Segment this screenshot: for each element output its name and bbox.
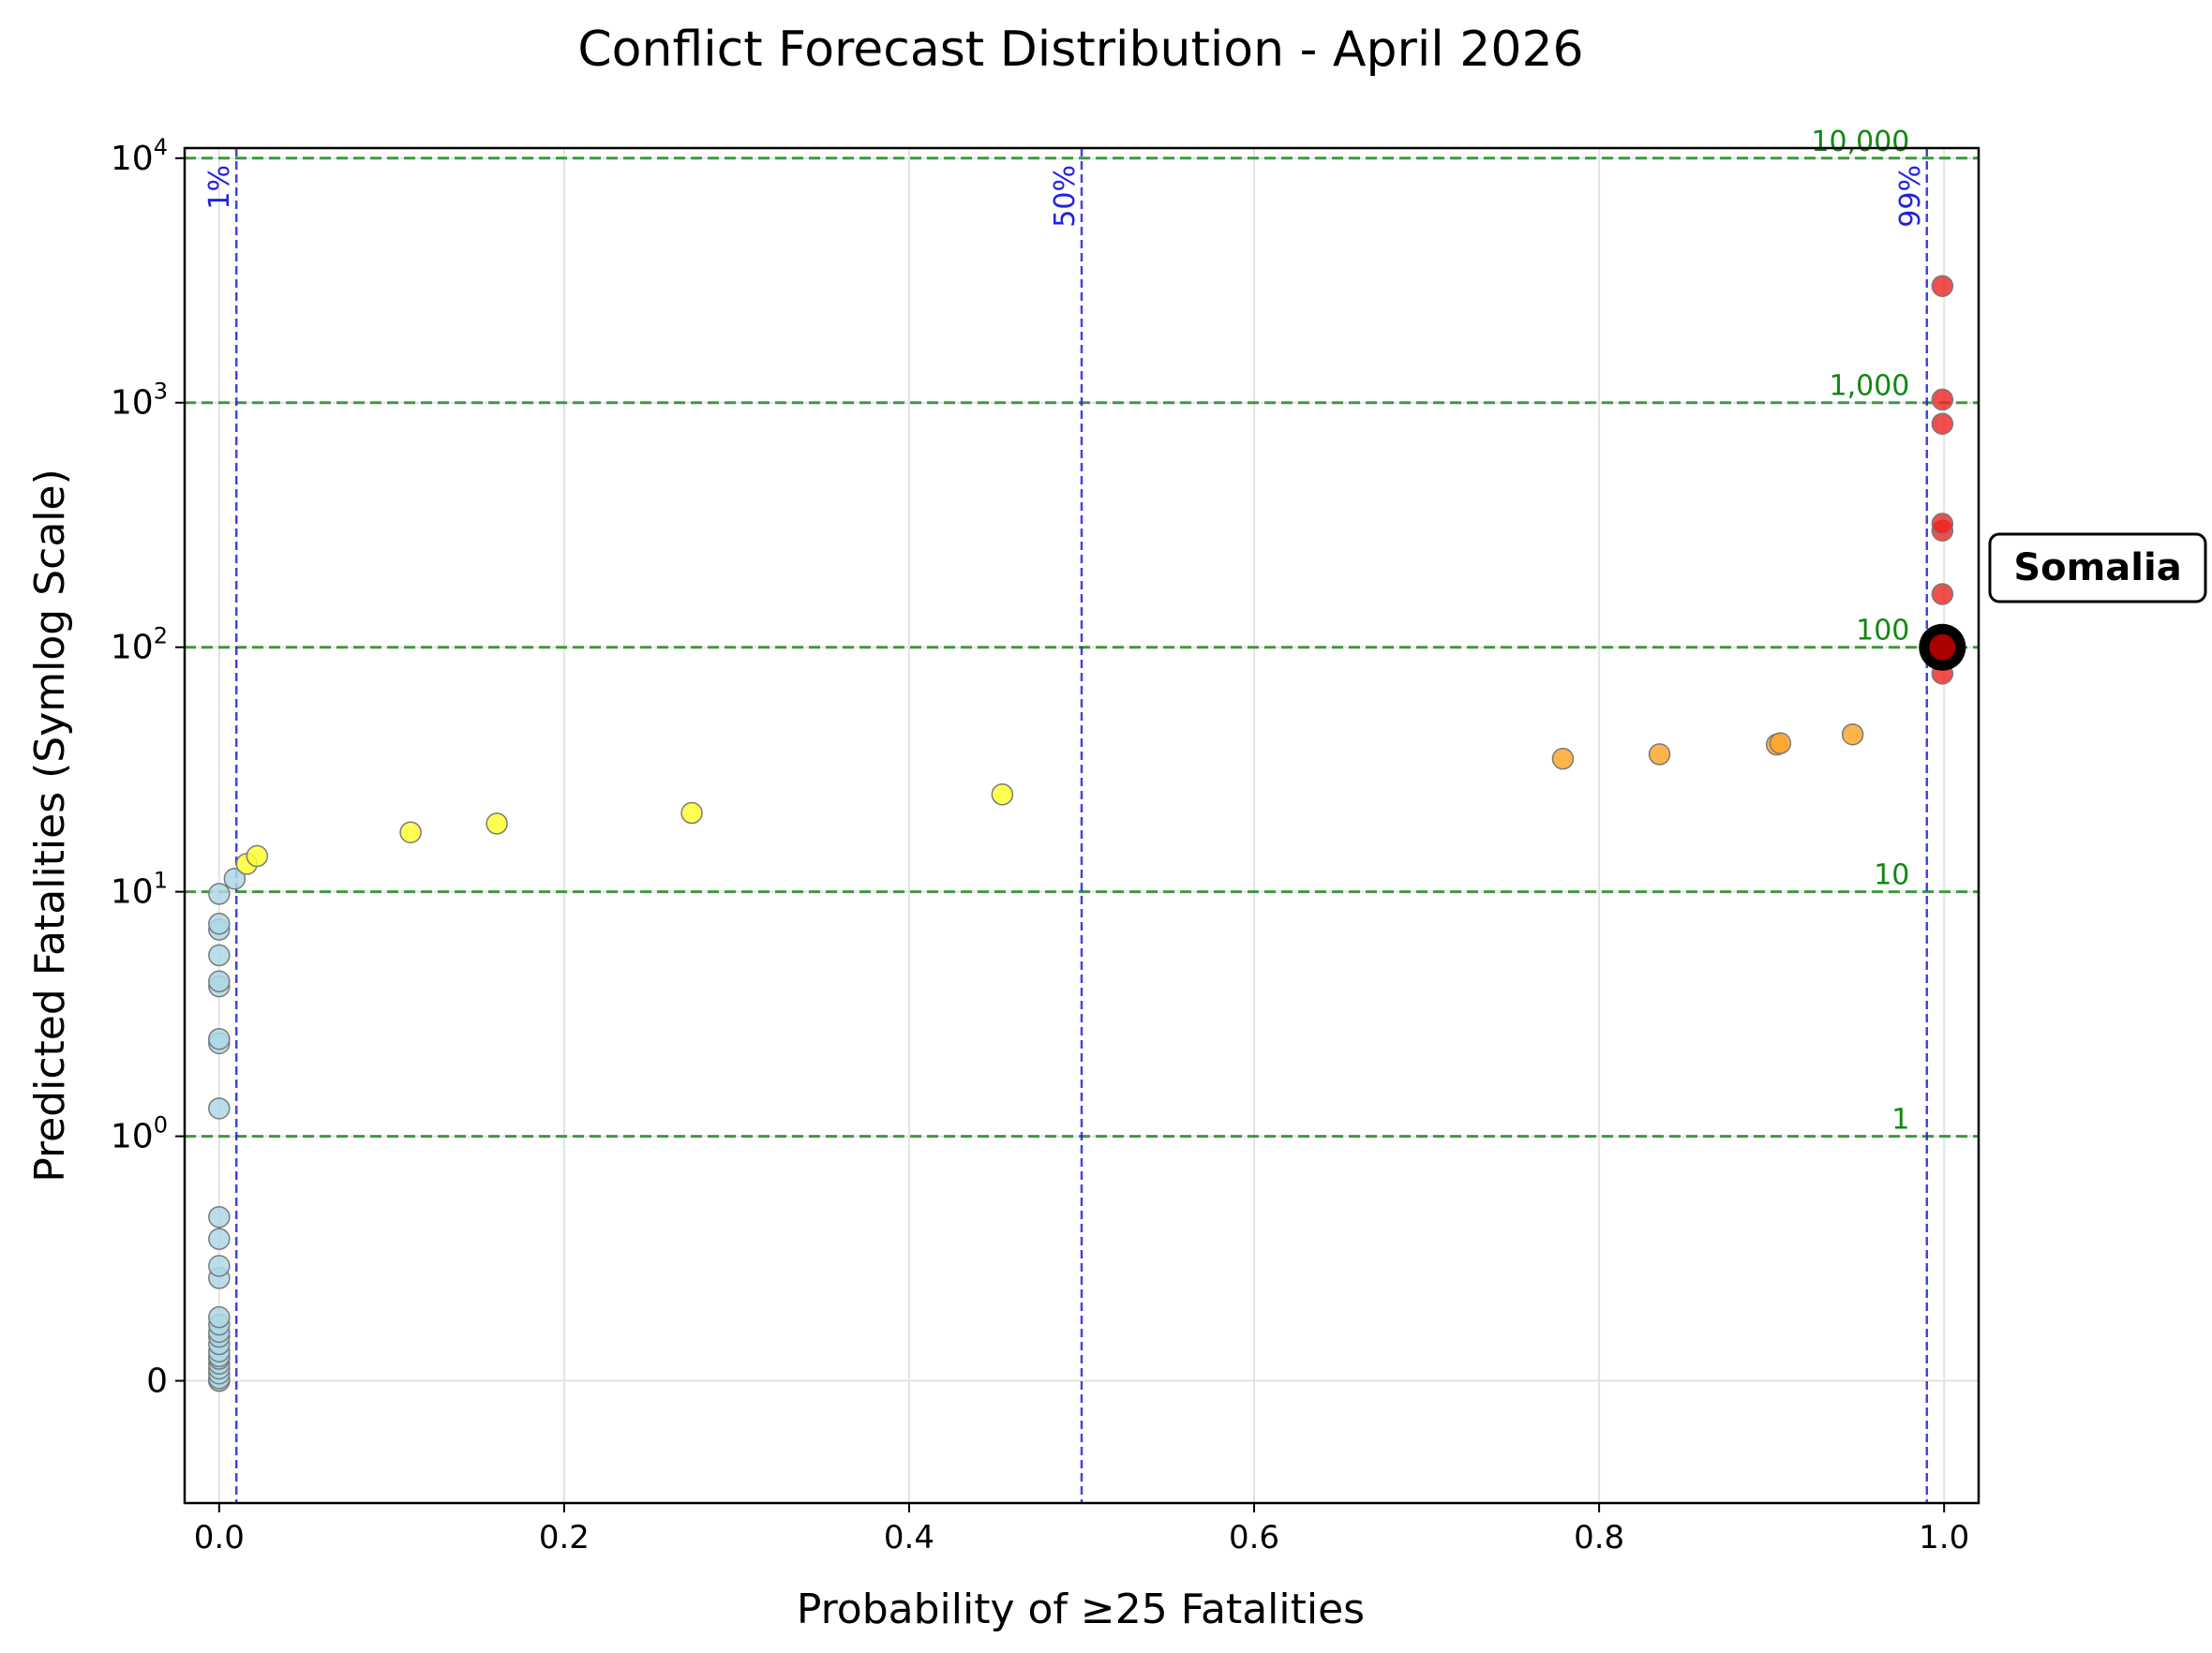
data-point bbox=[208, 1097, 231, 1120]
x-axis-label: Probability of ≥25 Fatalities bbox=[797, 1586, 1365, 1633]
x-tick-label: 0.4 bbox=[884, 1519, 934, 1556]
data-point bbox=[208, 1027, 231, 1050]
data-point bbox=[208, 1305, 231, 1329]
y-tick-label: 0 bbox=[146, 1363, 168, 1401]
y-tick-label: 103 bbox=[111, 379, 168, 423]
data-points bbox=[208, 275, 1954, 1392]
x-tick-label: 0.2 bbox=[539, 1519, 590, 1556]
data-point bbox=[1841, 722, 1864, 746]
data-point bbox=[208, 883, 231, 905]
data-point bbox=[208, 944, 231, 967]
x-axis-ticks: 0.0 0.2 0.4 0.6 0.8 1.0 bbox=[194, 1503, 1969, 1556]
highlight-group: Somalia bbox=[1919, 532, 2207, 671]
data-point bbox=[208, 1205, 231, 1229]
data-point bbox=[223, 868, 247, 890]
data-point bbox=[208, 970, 231, 993]
data-point bbox=[1931, 583, 1954, 605]
data-point bbox=[680, 801, 703, 825]
y-tick-label: 102 bbox=[111, 623, 168, 667]
probability-label: 1% bbox=[203, 165, 236, 210]
data-point bbox=[1648, 743, 1671, 766]
y-axis-ticks: 0 100 101 102 103 104 bbox=[111, 134, 185, 1401]
highlight-label: Somalia bbox=[2013, 546, 2181, 589]
data-point bbox=[991, 783, 1014, 806]
data-point bbox=[1931, 513, 1954, 535]
data-point bbox=[246, 844, 269, 868]
data-point bbox=[486, 812, 508, 835]
probability-lines: 1% 50% 99% bbox=[203, 148, 1929, 1503]
x-tick-label: 0.6 bbox=[1229, 1519, 1279, 1556]
data-point bbox=[208, 1255, 231, 1277]
data-point bbox=[208, 913, 231, 935]
data-point bbox=[1931, 275, 1954, 297]
y-tick-label: 101 bbox=[111, 868, 168, 912]
highlight-label-box bbox=[1988, 532, 2207, 603]
threshold-label: 100 bbox=[1856, 615, 1909, 648]
probability-label: 99% bbox=[1894, 165, 1927, 228]
threshold-label: 1 bbox=[1891, 1104, 1909, 1137]
y-tick-label: 100 bbox=[111, 1112, 168, 1156]
data-point bbox=[399, 821, 422, 843]
data-point bbox=[1551, 747, 1575, 770]
data-point bbox=[1769, 732, 1792, 754]
data-point bbox=[1931, 412, 1954, 435]
threshold-label: 10 bbox=[1874, 859, 1909, 892]
x-tick-label: 1.0 bbox=[1919, 1519, 1969, 1556]
data-point bbox=[1931, 388, 1954, 411]
chart-title: Conflict Forecast Distribution - April 2… bbox=[577, 22, 1583, 78]
x-tick-label: 0.8 bbox=[1574, 1519, 1624, 1556]
y-tick-label: 104 bbox=[111, 134, 168, 178]
plot-frame bbox=[183, 146, 1980, 1505]
data-point bbox=[208, 1228, 231, 1250]
x-tick-label: 0.0 bbox=[194, 1519, 245, 1556]
threshold-label: 1,000 bbox=[1829, 370, 1909, 403]
threshold-label: 10,000 bbox=[1811, 126, 1909, 158]
probability-label: 50% bbox=[1049, 165, 1082, 228]
highlight-marker bbox=[1929, 633, 1956, 661]
y-axis-label: Predicted Fatalities (Symlog Scale) bbox=[26, 469, 74, 1183]
